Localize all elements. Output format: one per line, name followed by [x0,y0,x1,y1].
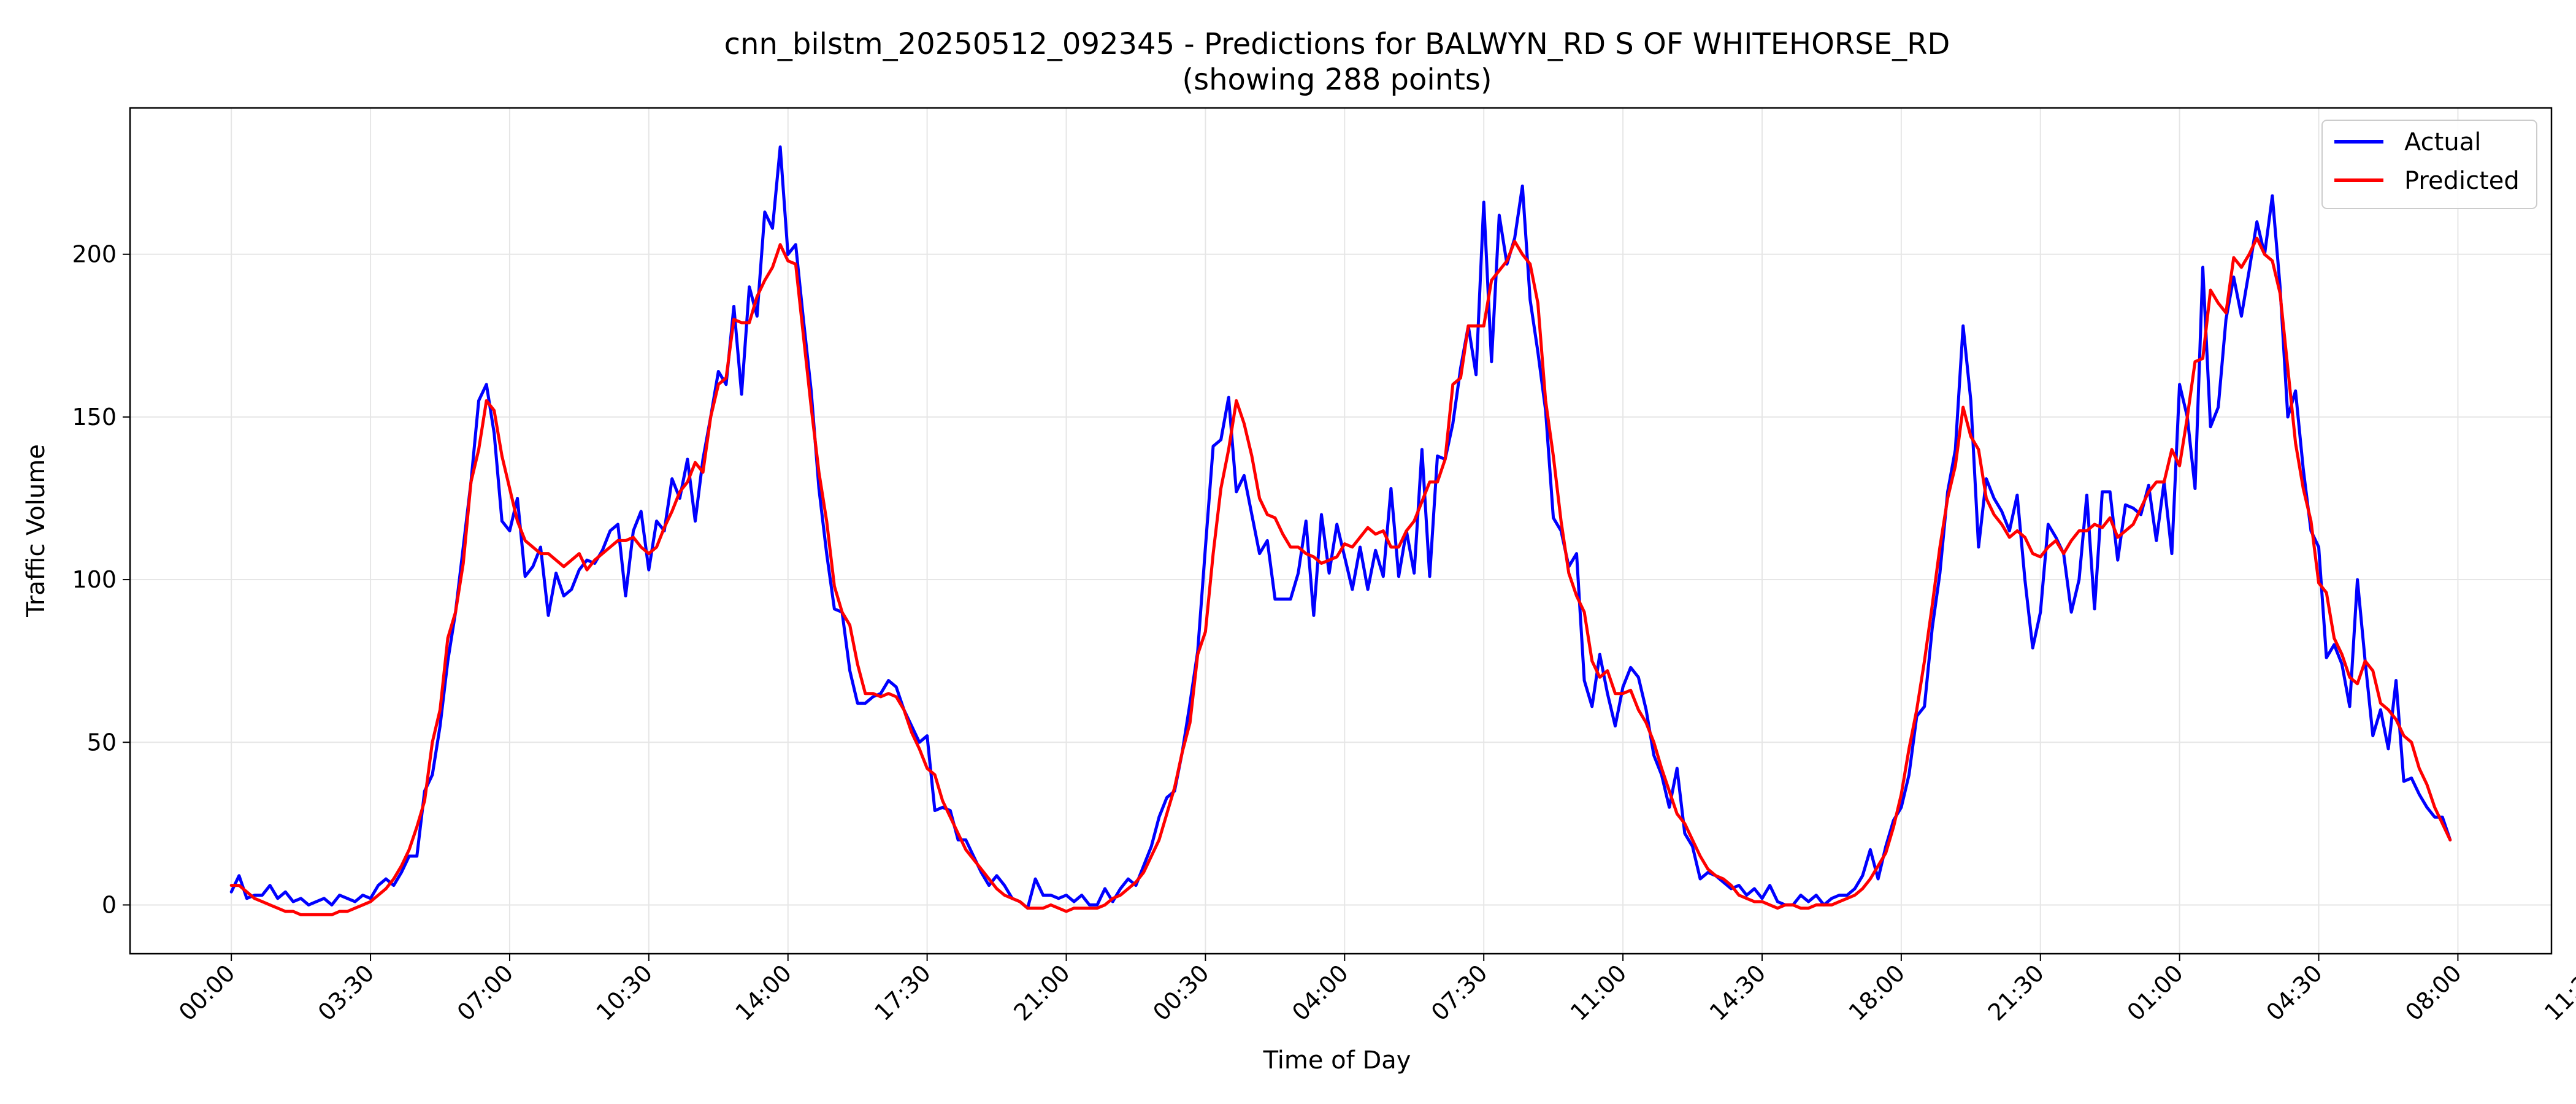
y-tick-label: 150 [72,404,117,431]
chart-title: cnn_bilstm_20250512_092345 - Predictions… [724,27,1950,61]
series-line-actual [229,145,2452,910]
legend-label-predicted: Predicted [2404,167,2520,195]
series-layer [229,145,2452,916]
series-line-predicted [229,236,2452,916]
y-tick-label: 100 [72,566,117,593]
y-tick-label: 50 [87,729,117,756]
chart-subtitle: (showing 288 points) [1182,63,1492,97]
y-tick-label: 200 [72,241,117,268]
plot-frame [129,107,2553,955]
legend-label-actual: Actual [2404,128,2481,156]
y-tick-label: 0 [102,891,117,918]
y-axis-label: Traffic Volume [22,444,50,618]
x-axis-label: Time of Day [1263,1046,1411,1075]
legend: Actual Predicted [2321,120,2537,209]
